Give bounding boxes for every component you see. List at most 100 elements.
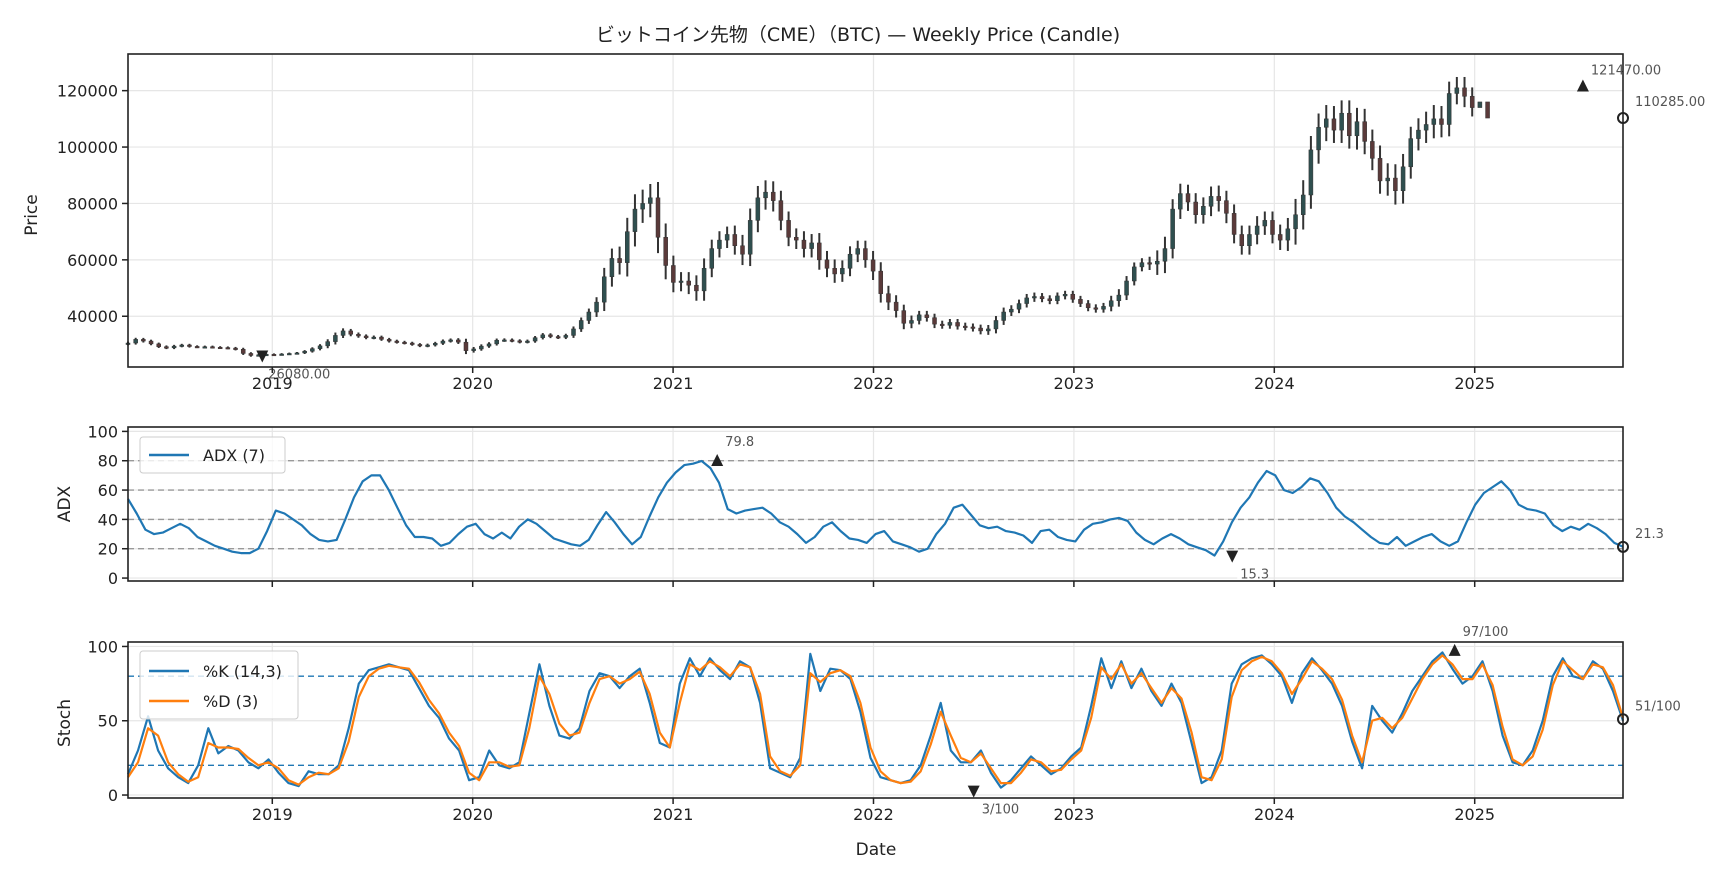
candle-body (863, 248, 868, 261)
candle-body (417, 344, 423, 347)
candle-body (432, 343, 438, 346)
min-label: 15.3 (1240, 568, 1269, 583)
candle-body (187, 344, 192, 347)
candle-body (1370, 141, 1375, 159)
candle-body (709, 248, 715, 269)
candle-body (1485, 101, 1490, 119)
candle-body (1055, 295, 1060, 301)
max-label: 121470.00 (1591, 64, 1661, 79)
candle-body (1101, 306, 1106, 310)
candle-body (694, 284, 699, 292)
candle-body (1446, 93, 1452, 125)
candle-body (1208, 196, 1214, 207)
last-label: 51/100 (1635, 699, 1681, 714)
candle-body (1085, 303, 1091, 309)
y-tick-label: 100000 (57, 138, 118, 157)
candle-body (617, 258, 622, 263)
candle-body (210, 346, 215, 349)
candle-body (916, 314, 922, 321)
adx-legend-box (139, 436, 286, 474)
x-axis-label: Date (856, 840, 897, 860)
stoch-y-label: Stoch (55, 699, 75, 747)
chart-title: ビットコイン先物（CME）（BTC) — Weekly Price (Candl… (596, 24, 1120, 46)
candle-body (763, 191, 768, 199)
candle-body (1316, 127, 1321, 151)
y-tick-label: 80000 (67, 194, 118, 213)
adx-legend-label: ADX (7) (203, 446, 265, 465)
candle-body (640, 203, 645, 210)
candle-body (986, 328, 991, 332)
price-x-ticks: 2019 2020 2021 2022 2023 2024 2025 (252, 367, 1495, 393)
candle-body (625, 231, 630, 263)
max-label-bg (722, 433, 753, 450)
candle-body (479, 345, 484, 350)
candle-body (939, 323, 945, 326)
candle-body (1393, 177, 1398, 192)
y-tick-label: 60000 (67, 251, 118, 270)
candle-body (156, 343, 161, 347)
candle-body (194, 346, 200, 349)
candle-body (1139, 262, 1145, 268)
x-tick-label: 2021 (653, 374, 694, 393)
candle-body (832, 268, 837, 275)
candle-body (471, 348, 476, 351)
candle-body (1454, 87, 1460, 94)
x-tick-label: 2022 (853, 805, 894, 824)
stoch-legend: %K (14,3) %D (3) (139, 650, 299, 720)
candle-body (302, 350, 307, 354)
candle-body (1308, 149, 1314, 196)
candle-body (1047, 298, 1052, 301)
candle-body (1431, 118, 1437, 125)
stoch-legend-d-label: %D (3) (203, 692, 258, 711)
candle-body (310, 348, 315, 352)
stoch-x-ticks: 2019 2020 2021 2022 2023 2024 2025 (252, 798, 1495, 824)
candle-body (1062, 293, 1068, 297)
candle-body (824, 259, 830, 269)
y-tick-label: 20 (98, 540, 118, 559)
y-tick-label: 0 (108, 569, 118, 588)
y-tick-label: 60 (98, 481, 118, 500)
candle-body (371, 336, 377, 339)
candle-body (502, 339, 507, 342)
candle-body (1216, 196, 1221, 201)
candle-body (317, 345, 323, 349)
candle-body (494, 339, 499, 345)
candle-body (571, 328, 576, 336)
candle-body (325, 341, 330, 347)
candle-body (1477, 101, 1483, 108)
candle-body (1469, 96, 1475, 108)
candle-body (1324, 118, 1329, 128)
max-marker (1448, 643, 1461, 656)
min-marker (1226, 550, 1239, 563)
y-tick-label: 50 (98, 712, 118, 731)
candle-body (770, 191, 776, 201)
candle-body (724, 234, 730, 241)
price-gridlines (128, 54, 1623, 367)
candle-body (732, 234, 738, 246)
candle-body (1193, 201, 1198, 215)
min-label-bg (1237, 565, 1268, 582)
x-tick-label: 2023 (1054, 805, 1095, 824)
candle-body (1108, 300, 1114, 307)
candle-body (870, 259, 876, 272)
x-tick-label: 2020 (452, 805, 493, 824)
candle-body (901, 310, 907, 324)
candle-body (1016, 303, 1022, 310)
candle-body (141, 339, 146, 342)
candle-body (601, 276, 607, 303)
stoch-legend-k-label: %K (14,3) (203, 662, 282, 681)
candle-body (1185, 193, 1191, 203)
price-panel: 121470.00 26080.00 110285.00 40000 60000 800… (22, 53, 1705, 393)
candle-body (1001, 311, 1006, 321)
candle-body (993, 320, 999, 330)
candle-body (717, 239, 722, 249)
candle-body (701, 268, 707, 292)
candle-body (1300, 194, 1306, 215)
candle-body (287, 353, 292, 356)
candle-body (1423, 124, 1429, 131)
x-tick-label: 2019 (252, 805, 293, 824)
candle-body (225, 347, 231, 350)
candle-body (517, 340, 522, 343)
candle-body (962, 325, 968, 328)
candle-body (1170, 208, 1175, 249)
